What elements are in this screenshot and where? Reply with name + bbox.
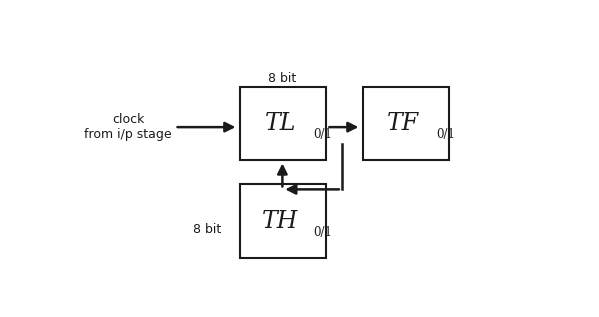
Text: TL: TL [265, 112, 296, 135]
Bar [363, 87, 449, 160]
Text: 0/1: 0/1 [313, 226, 332, 239]
Text: TF: TF [387, 112, 419, 135]
Text: clock
from i/p stage: clock from i/p stage [84, 113, 172, 141]
Text: 0/1: 0/1 [313, 128, 332, 141]
Text: TH: TH [262, 210, 298, 233]
Text: 8 bit: 8 bit [268, 72, 297, 85]
Bar [240, 87, 326, 160]
Text: 0/1: 0/1 [436, 128, 455, 141]
Bar [240, 184, 326, 258]
Text: 8 bit: 8 bit [193, 223, 221, 236]
